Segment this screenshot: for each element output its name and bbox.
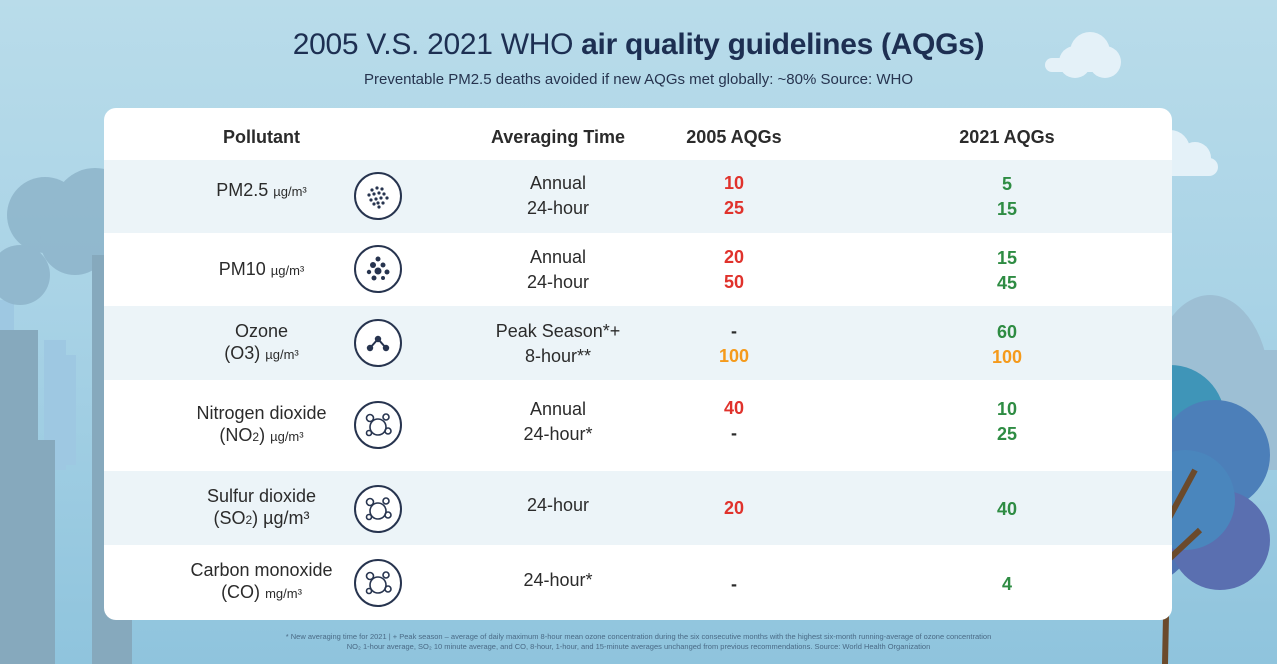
value-2005: 40- — [723, 398, 745, 443]
value-2005: 20 — [723, 498, 745, 518]
value-2005: 10 25 — [723, 173, 745, 218]
particle-dots-icon — [354, 245, 402, 293]
pollutant-name: PM2.5 µg/m³ — [216, 180, 307, 200]
value-2005: 20 50 — [723, 247, 745, 292]
pollutant-name: Sulfur dioxide (SO2) µg/m³ — [206, 486, 317, 528]
table-row: Carbon monoxide (CO) mg/m³ 24-hour* - 4 — [104, 545, 1172, 620]
pollutant-name: Ozone (O3) µg/m³ — [224, 321, 299, 363]
gas-bubbles-icon — [354, 559, 402, 607]
value-2021: 40 — [996, 499, 1018, 519]
averaging-time: 24-hour — [526, 495, 590, 515]
gas-bubbles-icon — [354, 485, 402, 533]
pollutant-name: Carbon monoxide (CO) mg/m³ — [190, 560, 333, 602]
molecule-icon — [354, 319, 402, 367]
averaging-time: Annual 24-hour — [526, 173, 590, 218]
averaging-time: 24-hour* — [523, 570, 593, 590]
column-header-2005: 2005 AQGs — [686, 127, 782, 147]
value-2021: 15 45 — [996, 248, 1018, 293]
pollutant-name: PM10 µg/m³ — [218, 259, 305, 279]
value-2021: 5 15 — [996, 174, 1018, 219]
averaging-time: Annual 24-hour* — [523, 399, 593, 444]
table-row: PM2.5 µg/m³ Annual 24-hour 10 25 5 15 — [104, 160, 1172, 233]
value-2021: 10 25 — [996, 399, 1018, 444]
table-row: PM10 µg/m³ Annual 24-hour 20 50 15 45 — [104, 233, 1172, 306]
averaging-time: Peak Season*+ 8-hour** — [495, 321, 621, 366]
value-2021: 60 100 — [991, 322, 1023, 367]
column-header-pollutant: Pollutant — [223, 127, 300, 147]
averaging-time: Annual 24-hour — [526, 247, 590, 292]
table-row: Nitrogen dioxide (NO2) µg/m³ Annual 24-ho… — [104, 380, 1172, 471]
footnote: * New averaging time for 2021 | + Peak s… — [285, 632, 992, 651]
page-title: 2005 V.S. 2021 WHO air quality guideline… — [292, 28, 985, 61]
table-header: Pollutant Averaging Time 2005 AQGs 2021 … — [104, 108, 1172, 160]
column-header-2021: 2021 AQGs — [959, 127, 1055, 147]
table-row: Sulfur dioxide (SO2) µg/m³ 24-hour 20 40 — [104, 471, 1172, 545]
table-row: Ozone (O3) µg/m³ Peak Season*+ 8-hour** -… — [104, 306, 1172, 380]
aqg-table: Pollutant Averaging Time 2005 AQGs 2021 … — [104, 108, 1172, 620]
pollutant-name: Nitrogen dioxide (NO2) µg/m³ — [196, 403, 327, 445]
value-2005: - — [731, 574, 737, 594]
particle-cluster-icon — [354, 172, 402, 220]
gas-bubbles-icon — [354, 401, 402, 449]
page-subtitle: Preventable PM2.5 deaths avoided if new … — [363, 71, 914, 88]
column-header-averaging-time: Averaging Time — [490, 127, 626, 147]
value-2021: 4 — [1001, 574, 1012, 594]
value-2005: -100 — [718, 321, 750, 366]
